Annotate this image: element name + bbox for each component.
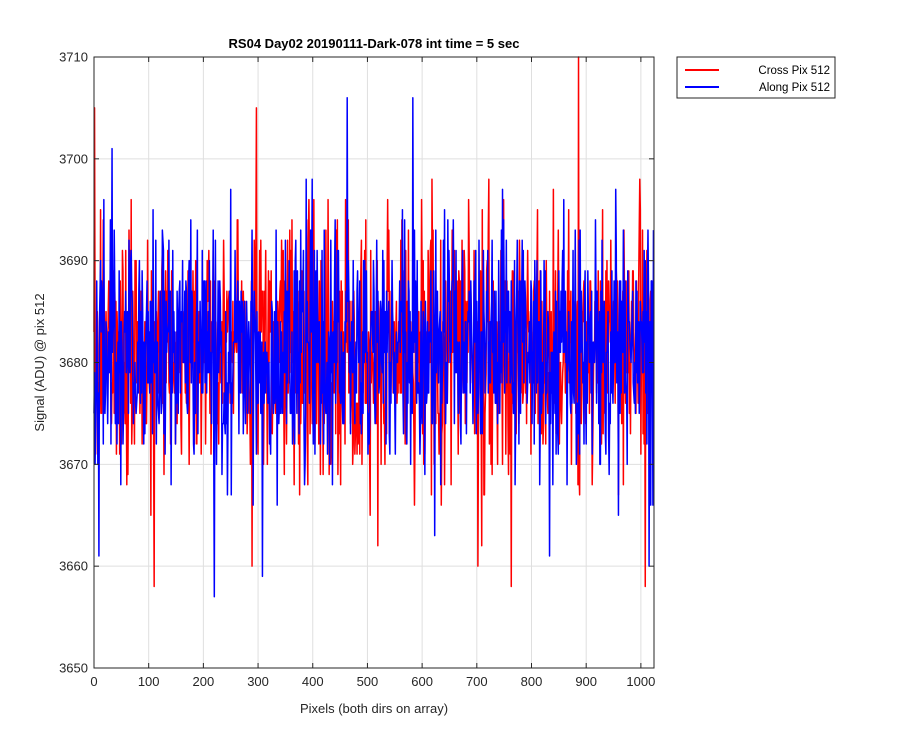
legend: Cross Pix 512 Along Pix 512 [676, 56, 836, 99]
tick-layer: 0 100 200 300 400 500 600 700 800 900 1000 3650 3660… [59, 50, 655, 690]
x-tick-label: 100 [138, 674, 160, 689]
y-tick-label: 3650 [59, 661, 88, 676]
x-tick-label: 900 [575, 674, 597, 689]
x-tick-label: 0 [90, 674, 97, 689]
x-tick-label: 700 [466, 674, 488, 689]
y-axis-label: Signal (ADU) @ pix 512 [32, 293, 47, 431]
y-tick-label: 3690 [59, 253, 88, 268]
y-tick-label: 3710 [59, 50, 88, 65]
x-tick-label: 300 [247, 674, 269, 689]
x-axis-label: Pixels (both dirs on array) [300, 701, 448, 716]
legend-label-cross: Cross Pix 512 [758, 65, 830, 77]
y-tick-label: 3680 [59, 355, 88, 370]
y-tick-label: 3660 [59, 559, 88, 574]
x-tick-label: 400 [302, 674, 324, 689]
y-tick-label: 3700 [59, 151, 88, 166]
series-layer [93, 56, 655, 598]
chart-title: RS04 Day02 20190111-Dark-078 int time = … [229, 36, 520, 51]
legend-box [676, 56, 836, 99]
x-tick-label: 500 [357, 674, 379, 689]
legend-label-along: Along Pix 512 [759, 82, 830, 94]
x-tick-label: 1000 [626, 674, 655, 689]
x-tick-label: 200 [193, 674, 215, 689]
x-tick-label: 800 [521, 674, 543, 689]
y-tick-label: 3670 [59, 457, 88, 472]
series-line-along-pix-512 [93, 96, 655, 598]
x-tick-label: 600 [411, 674, 433, 689]
